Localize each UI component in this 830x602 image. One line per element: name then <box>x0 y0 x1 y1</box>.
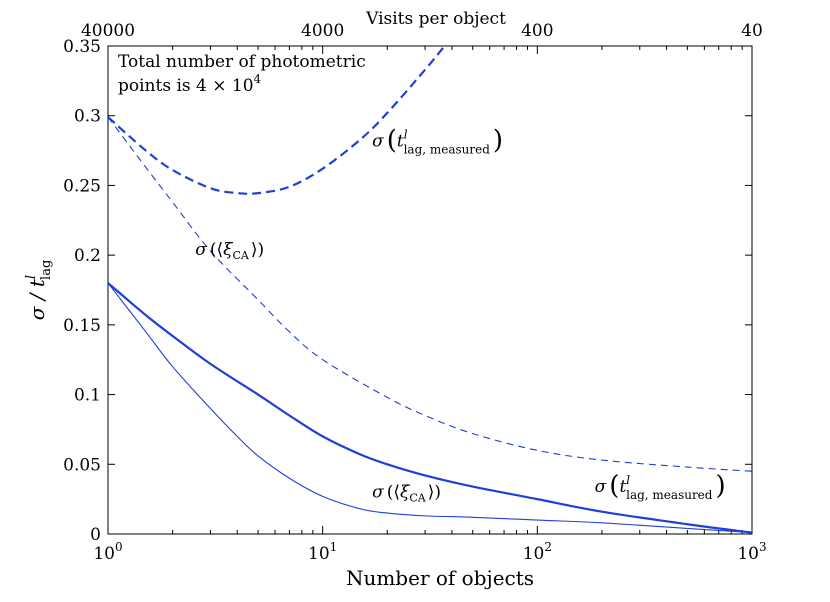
series-line-1 <box>108 116 752 472</box>
x-tick-label-base: 10 <box>93 544 115 564</box>
svg-text:σ(tllag, measured): σ (tl lag, measured) <box>372 125 503 156</box>
x-tick-label-base: 10 <box>523 544 545 564</box>
curve-label-sigma: σ <box>595 477 607 497</box>
series-line-3 <box>108 282 752 534</box>
curve-label-t: t <box>397 131 404 151</box>
x-tick-label: 102 <box>523 540 552 564</box>
y-tick-label: 0.05 <box>63 455 101 475</box>
x-axis-title: Number of objects <box>346 566 534 590</box>
series-layer <box>108 46 752 534</box>
series-line-0 <box>108 46 446 195</box>
svg-text:σ(⟨ξCA⟩): σ (⟨ξCA ⟩) <box>195 240 264 262</box>
curve-label-close: ⟩) <box>428 483 441 503</box>
annotation-line-2-text: points is 4 × 10 <box>118 76 254 96</box>
curve-label-sub: CA <box>409 492 426 505</box>
curve-label-open: (⟨ <box>387 483 400 503</box>
curve-label-lbl-thin-solid: σ (⟨ξCA ⟩) <box>372 483 441 505</box>
y-tick-label: 0 <box>90 525 101 545</box>
annotation-line-1: Total number of photometric <box>118 52 366 72</box>
svg-text:σ / tllag: σ / tllag <box>24 260 54 321</box>
y-tick-label: 0.25 <box>63 176 101 196</box>
x-tick-label-exp: 0 <box>115 540 123 554</box>
x-tick-label: 100 <box>93 540 122 564</box>
top-tick-label: 400 <box>521 21 553 41</box>
y-tick-label: 0.2 <box>74 246 101 266</box>
svg-text:σ(tllag, measured): σ (tl lag, measured) <box>595 471 726 502</box>
x-tick-label-exp: 2 <box>544 540 552 554</box>
curve-label-sup: l <box>626 473 630 487</box>
curve-label-lbl-top-dashed: σ (tl lag, measured) <box>372 125 503 156</box>
x-tick-label-base: 10 <box>308 544 330 564</box>
annotation-line-2-sup: 4 <box>254 72 262 86</box>
y-axis-title-sup: l <box>24 275 39 279</box>
curve-label-sigma: σ <box>195 240 207 260</box>
curve-label-sup: l <box>404 127 408 141</box>
series-line-2 <box>108 282 752 534</box>
curve-label-open: (⟨ <box>210 240 223 260</box>
plot-frame <box>107 45 753 535</box>
top-axis-title: Visits per object <box>365 9 506 29</box>
labels-layer: σ (tl lag, measured)σ (⟨ξCA ⟩)σ (⟨ξCA ⟩) σ (tl la… <box>195 125 725 504</box>
curve-label-t: t <box>619 477 626 497</box>
curve-label-sub: lag, measured <box>404 142 491 156</box>
x-tick-label-exp: 3 <box>759 540 767 554</box>
y-axis-title: σ / tllag <box>24 260 54 321</box>
x-tick-label: 101 <box>308 540 337 564</box>
top-tick-label: 40000 <box>81 21 135 41</box>
annotation-line-2: points is 4 × 104 <box>118 72 262 96</box>
curve-label-sub: lag, measured <box>626 488 713 502</box>
curve-label-xi: ξ <box>400 483 411 503</box>
y-axis-title-sub: lag <box>39 260 54 280</box>
y-axis-title-main: σ / t <box>25 278 49 320</box>
curve-label-lbl-thick-solid: σ (tl lag, measured) <box>595 471 726 502</box>
curve-label-close: ⟩) <box>251 240 264 260</box>
curve-label-xi: ξ <box>223 240 234 260</box>
curve-label-sub: CA <box>233 249 250 262</box>
x-tick-label-exp: 1 <box>330 540 338 554</box>
top-tick-label: 4000 <box>301 21 344 41</box>
curve-label-lbl-thin-dashed: σ (⟨ξCA ⟩) <box>195 240 264 262</box>
x-tick-label: 103 <box>737 540 766 564</box>
x-tick-label-base: 10 <box>737 544 759 564</box>
y-tick-label: 0.3 <box>74 107 101 127</box>
curve-label-sigma: σ <box>372 483 384 503</box>
svg-text:σ(⟨ξCA⟩): σ (⟨ξCA ⟩) <box>372 483 441 505</box>
y-tick-label: 0.35 <box>63 37 101 57</box>
curve-label-sigma: σ <box>372 131 384 151</box>
y-tick-label: 0.1 <box>74 386 101 406</box>
y-tick-label: 0.15 <box>63 316 101 336</box>
top-tick-label: 40 <box>741 21 763 41</box>
